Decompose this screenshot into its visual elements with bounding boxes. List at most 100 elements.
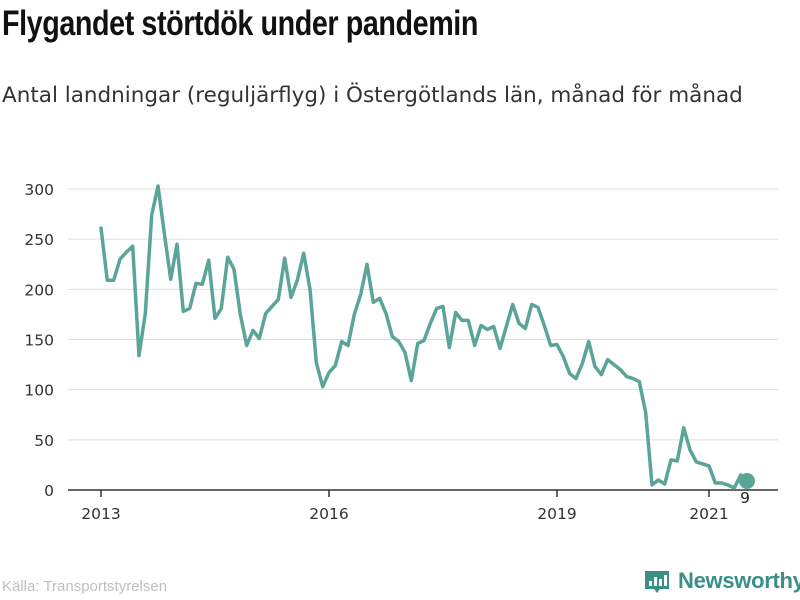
data-point — [593, 365, 597, 369]
data-point — [232, 267, 236, 271]
data-point — [694, 460, 698, 464]
data-point — [409, 379, 413, 383]
data-point — [352, 312, 356, 316]
data-point — [175, 242, 179, 246]
data-point — [542, 324, 546, 328]
y-tick-label: 50 — [34, 432, 54, 450]
x-axis: 2013 2016 2019 2021 — [68, 489, 778, 523]
data-point — [447, 346, 451, 350]
data-point — [289, 295, 293, 299]
data-point — [276, 297, 280, 301]
data-point — [169, 277, 173, 281]
data-point — [561, 355, 565, 359]
data-point — [732, 486, 736, 490]
data-point — [314, 361, 318, 365]
data-point — [568, 372, 572, 376]
data-point — [498, 347, 502, 351]
data-point — [720, 481, 724, 485]
data-point — [511, 302, 515, 306]
data-point — [669, 458, 673, 462]
data-point — [650, 483, 654, 487]
data-point — [637, 380, 641, 384]
data-point — [105, 278, 109, 282]
x-tick-label: 2016 — [309, 505, 348, 523]
data-point — [656, 478, 660, 482]
data-point — [156, 184, 160, 188]
data-point — [428, 321, 432, 325]
data-point — [701, 462, 705, 466]
x-tick-label: 2021 — [689, 505, 728, 523]
data-point — [688, 448, 692, 452]
data-point — [371, 300, 375, 304]
annotations: 9 — [739, 472, 755, 507]
newsworthy-chart-icon — [645, 571, 669, 593]
data-point — [454, 310, 458, 314]
data-point — [131, 244, 135, 248]
data-point — [599, 373, 603, 377]
data-point — [359, 292, 363, 296]
data-point — [663, 482, 667, 486]
data-point — [536, 305, 540, 309]
data-point — [555, 343, 559, 347]
data-point — [365, 262, 369, 266]
data-point — [384, 311, 388, 315]
data-point — [397, 340, 401, 344]
y-tick-label: 200 — [24, 281, 54, 299]
data-point — [181, 309, 185, 313]
data-point — [245, 344, 249, 348]
data-point — [270, 304, 274, 308]
data-point — [473, 344, 477, 348]
data-point — [340, 340, 344, 344]
data-point — [549, 344, 553, 348]
data-point — [327, 371, 331, 375]
grid-lines — [68, 188, 778, 441]
last-value-label: 9 — [740, 489, 750, 507]
data-point — [112, 278, 116, 282]
line-chart: 0 50 100 150 200 250 300 2013 2016 2019 2021 9 — [24, 181, 778, 523]
data-point — [150, 213, 154, 217]
brand-logo: Newsworthy — [644, 568, 800, 594]
data-point — [492, 325, 496, 329]
data-point — [188, 306, 192, 310]
data-point — [124, 250, 128, 254]
data-point — [390, 335, 394, 339]
data-point — [625, 375, 629, 379]
data-point — [194, 281, 198, 285]
data-point — [606, 358, 610, 362]
y-tick-label: 0 — [44, 482, 54, 500]
data-point — [346, 344, 350, 348]
data-point — [207, 258, 211, 262]
data-point — [295, 278, 299, 282]
series-line — [99, 184, 749, 490]
data-point — [618, 368, 622, 372]
data-point — [460, 318, 464, 322]
data-point — [251, 329, 255, 333]
data-point — [713, 481, 717, 485]
chart-title: Flygandet störtdök under pandemin — [2, 4, 478, 43]
data-point — [118, 257, 122, 261]
data-point — [574, 377, 578, 381]
y-tick-label: 100 — [24, 382, 54, 400]
data-point — [99, 226, 103, 230]
data-point — [257, 337, 261, 341]
data-point — [580, 362, 584, 366]
data-point — [587, 340, 591, 344]
data-point — [333, 364, 337, 368]
data-point — [517, 321, 521, 325]
data-point — [213, 316, 217, 320]
data-point — [485, 328, 489, 332]
data-point — [504, 325, 508, 329]
x-tick-label: 2019 — [537, 505, 576, 523]
data-point — [403, 351, 407, 355]
data-point — [143, 311, 147, 315]
data-point — [238, 312, 242, 316]
y-tick-label: 300 — [24, 181, 54, 199]
data-point — [726, 483, 730, 487]
data-point — [682, 426, 686, 430]
data-point — [321, 385, 325, 389]
brand-name: Newsworthy — [678, 568, 800, 593]
data-point — [422, 339, 426, 343]
series-layer — [99, 184, 749, 490]
data-point — [466, 318, 470, 322]
data-point — [631, 377, 635, 381]
